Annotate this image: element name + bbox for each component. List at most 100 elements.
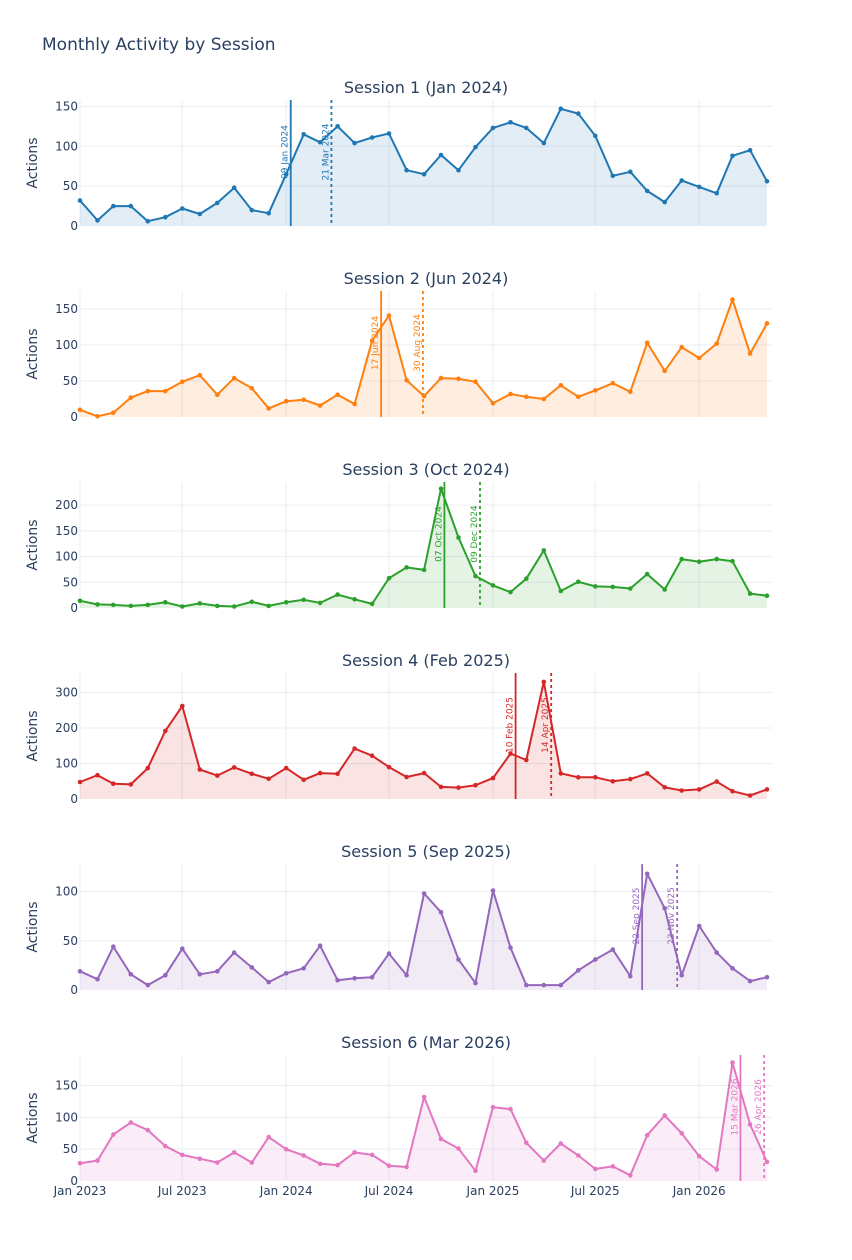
data-point bbox=[764, 179, 770, 184]
data-point bbox=[644, 771, 650, 776]
panel-title: Session 2 (Jun 2024) bbox=[344, 269, 509, 288]
data-point bbox=[335, 592, 340, 597]
data-point bbox=[95, 772, 100, 778]
event-label: 22 Sep 2025 bbox=[632, 887, 642, 944]
data-point bbox=[95, 1158, 100, 1163]
data-point bbox=[473, 1168, 478, 1174]
data-point bbox=[628, 169, 633, 175]
data-point bbox=[490, 1104, 496, 1110]
data-point bbox=[163, 214, 168, 220]
data-point bbox=[421, 891, 427, 896]
data-point bbox=[77, 407, 83, 413]
data-point bbox=[456, 167, 461, 173]
y-axis-label: Actions bbox=[25, 519, 41, 570]
data-point bbox=[696, 1153, 702, 1159]
data-point bbox=[593, 133, 598, 139]
data-point bbox=[335, 1162, 340, 1168]
data-point bbox=[610, 173, 616, 179]
y-tick-label: 100 bbox=[55, 139, 78, 153]
data-point bbox=[215, 773, 220, 778]
data-point bbox=[593, 957, 598, 962]
data-point bbox=[524, 1140, 529, 1146]
panel-2: Session 2 (Jun 2024) 0 50 100 150 Actions 17 J… bbox=[25, 269, 772, 424]
data-point bbox=[369, 974, 375, 980]
data-point bbox=[764, 1159, 770, 1165]
data-point bbox=[352, 401, 357, 407]
panel-4: Session 4 (Feb 2025) 0 100 200 300 Actions 10 … bbox=[25, 651, 772, 806]
data-point bbox=[197, 767, 203, 772]
data-point bbox=[593, 584, 598, 589]
data-point bbox=[421, 567, 427, 573]
data-point bbox=[438, 152, 444, 158]
x-tick-label: Jan 2025 bbox=[466, 1184, 520, 1198]
data-point bbox=[145, 765, 151, 771]
data-point bbox=[111, 1132, 116, 1137]
figure-title: Monthly Activity by Session bbox=[42, 35, 276, 55]
data-point bbox=[266, 406, 272, 411]
data-point bbox=[593, 388, 598, 393]
data-point bbox=[283, 398, 289, 404]
data-point bbox=[438, 1136, 444, 1142]
y-tick-label: 50 bbox=[63, 1142, 78, 1156]
data-point bbox=[747, 147, 753, 153]
data-point bbox=[576, 394, 581, 400]
y-tick-label: 200 bbox=[55, 498, 78, 512]
data-point bbox=[730, 1060, 735, 1065]
data-point bbox=[610, 779, 616, 784]
data-point bbox=[266, 979, 272, 985]
data-point bbox=[576, 111, 581, 116]
data-point bbox=[128, 203, 134, 209]
event-label: 15 Mar 2026 bbox=[730, 1078, 740, 1135]
series-area bbox=[80, 299, 767, 417]
data-point bbox=[283, 971, 289, 976]
data-point bbox=[95, 414, 100, 419]
data-point bbox=[558, 982, 564, 988]
data-point bbox=[231, 604, 237, 609]
data-point bbox=[128, 603, 134, 609]
data-point bbox=[145, 982, 151, 988]
event-label: 21 Mar 2024 bbox=[321, 123, 331, 180]
data-point bbox=[352, 975, 357, 981]
data-point bbox=[231, 185, 237, 190]
panel-title: Session 3 (Oct 2024) bbox=[342, 460, 509, 479]
data-point bbox=[764, 787, 770, 792]
data-point bbox=[644, 1132, 650, 1138]
data-point bbox=[696, 787, 702, 792]
series-area bbox=[80, 1062, 767, 1181]
data-point bbox=[714, 950, 719, 955]
data-point bbox=[456, 1146, 461, 1151]
data-point bbox=[249, 599, 255, 605]
data-point bbox=[77, 1160, 83, 1166]
data-point bbox=[558, 106, 564, 112]
data-point bbox=[317, 943, 323, 948]
data-point bbox=[644, 340, 650, 346]
panel-3: Session 3 (Oct 2024) 0 50 100 150 200 Actions 0… bbox=[25, 460, 772, 615]
y-axis-label: Actions bbox=[25, 1092, 41, 1143]
data-point bbox=[628, 389, 633, 395]
data-point bbox=[95, 218, 100, 223]
data-point bbox=[95, 602, 100, 607]
data-point bbox=[662, 906, 667, 911]
data-point bbox=[421, 393, 427, 399]
series-area bbox=[80, 488, 767, 608]
data-point bbox=[456, 535, 461, 540]
panel-title: Session 6 (Mar 2026) bbox=[341, 1033, 511, 1052]
data-point bbox=[473, 782, 478, 788]
event-label: 09 Jan 2024 bbox=[281, 125, 291, 179]
data-point bbox=[163, 1143, 168, 1149]
data-point bbox=[335, 124, 340, 129]
data-point bbox=[558, 383, 564, 388]
data-point bbox=[163, 972, 168, 978]
data-point bbox=[438, 909, 444, 915]
data-point bbox=[662, 368, 667, 374]
y-tick-label: 50 bbox=[63, 179, 78, 193]
data-point bbox=[197, 1156, 203, 1161]
data-point bbox=[541, 982, 547, 988]
data-point bbox=[524, 394, 529, 400]
data-point bbox=[317, 403, 323, 408]
data-point bbox=[352, 1150, 357, 1155]
data-point bbox=[266, 776, 272, 782]
data-point bbox=[524, 982, 529, 988]
data-point bbox=[508, 945, 513, 950]
